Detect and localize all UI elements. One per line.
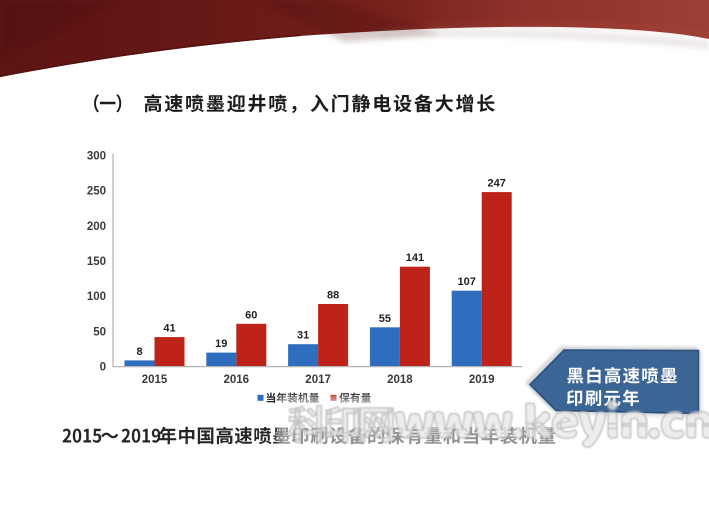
svg-text:141: 141 (406, 252, 424, 264)
svg-text:60: 60 (245, 309, 257, 321)
svg-text:2018: 2018 (387, 374, 413, 386)
svg-text:247: 247 (488, 178, 506, 190)
svg-text:2016: 2016 (224, 374, 250, 386)
svg-text:250: 250 (87, 186, 106, 198)
svg-text:200: 200 (87, 221, 106, 233)
svg-text:55: 55 (379, 313, 391, 325)
svg-text:0: 0 (100, 362, 106, 374)
svg-text:50: 50 (93, 326, 106, 338)
svg-text:300: 300 (87, 150, 106, 162)
svg-text:88: 88 (327, 290, 339, 302)
svg-text:41: 41 (163, 323, 175, 335)
svg-text:2017: 2017 (305, 374, 331, 386)
svg-text:107: 107 (458, 276, 476, 288)
svg-text:2015: 2015 (142, 374, 168, 386)
svg-text:150: 150 (87, 256, 106, 268)
svg-text:19: 19 (215, 338, 227, 350)
svg-text:31: 31 (297, 330, 309, 342)
svg-text:2019: 2019 (469, 374, 495, 386)
svg-text:100: 100 (87, 291, 106, 303)
svg-text:8: 8 (136, 346, 142, 358)
